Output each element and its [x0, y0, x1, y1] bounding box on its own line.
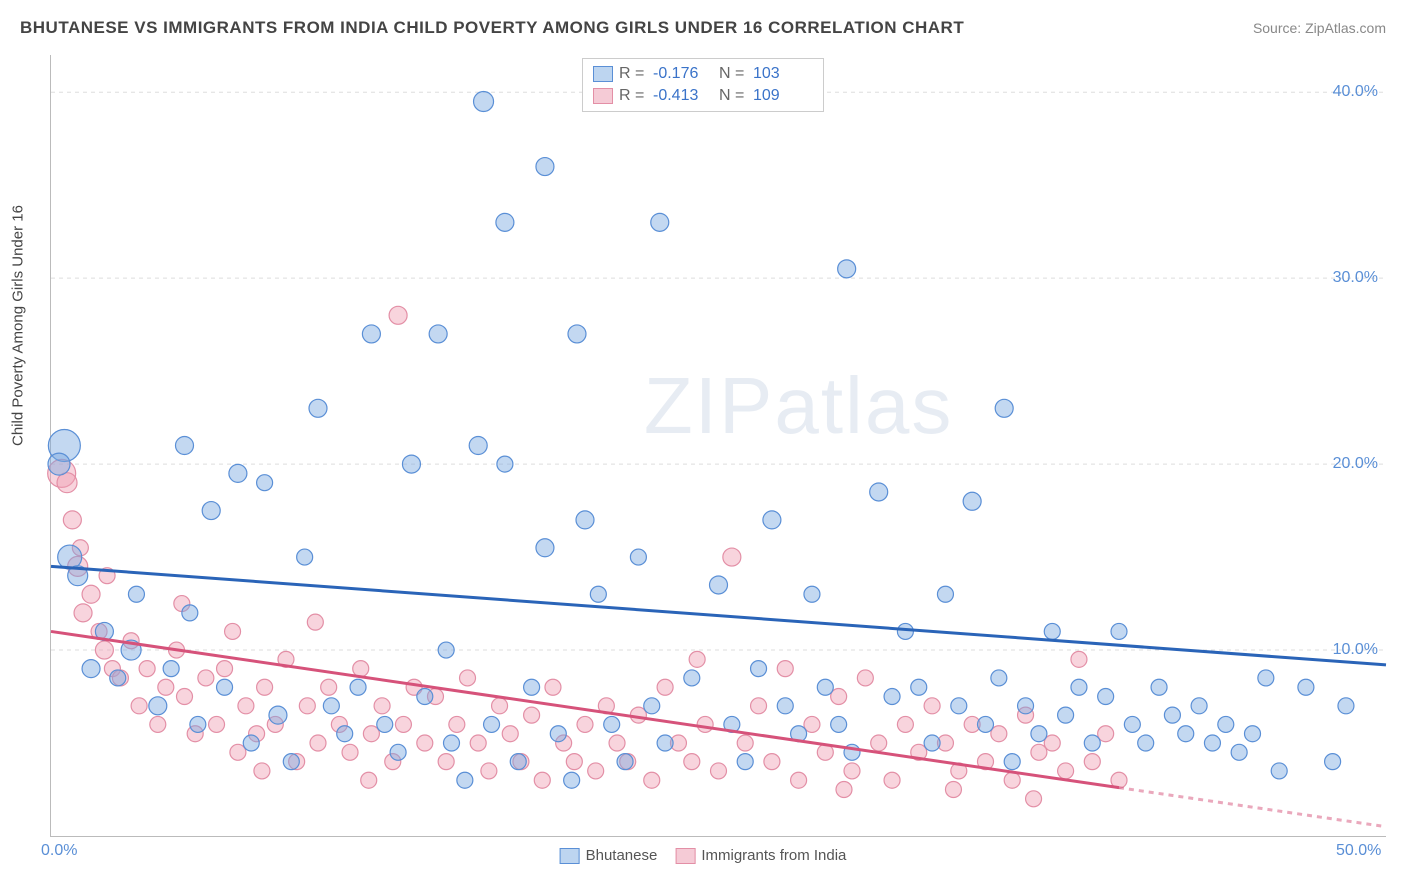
legend-item-a: Bhutanese — [560, 847, 658, 864]
y-tick-label: 10.0% — [1333, 641, 1378, 659]
y-axis-title: Child Poverty Among Girls Under 16 — [10, 205, 27, 446]
y-tick-label: 30.0% — [1333, 269, 1378, 287]
chart-title: BHUTANESE VS IMMIGRANTS FROM INDIA CHILD… — [20, 18, 964, 38]
swatch-a — [593, 66, 613, 82]
legend-item-b: Immigrants from India — [675, 847, 846, 864]
r-label-a: R = — [619, 65, 647, 83]
n-value-b: 109 — [753, 87, 813, 105]
legend-label-a: Bhutanese — [586, 847, 658, 864]
legend-row-a: R = -0.176 N = 103 — [593, 63, 813, 85]
n-value-a: 103 — [753, 65, 813, 83]
legend-label-b: Immigrants from India — [701, 847, 846, 864]
legend-swatch-a — [560, 848, 580, 864]
title-bar: BHUTANESE VS IMMIGRANTS FROM INDIA CHILD… — [20, 18, 1386, 38]
correlation-legend: R = -0.176 N = 103 R = -0.413 N = 109 — [582, 58, 824, 112]
source-attribution: Source: ZipAtlas.com — [1253, 20, 1386, 36]
r-value-a: -0.176 — [653, 65, 713, 83]
x-tick-label: 50.0% — [1336, 842, 1381, 860]
n-label-b: N = — [719, 87, 747, 105]
legend-swatch-b — [675, 848, 695, 864]
y-tick-label: 20.0% — [1333, 455, 1378, 473]
y-tick-label: 40.0% — [1333, 83, 1378, 101]
n-label-a: N = — [719, 65, 747, 83]
scatter-plot-svg — [51, 55, 1386, 836]
x-tick-label: 0.0% — [41, 842, 77, 860]
r-value-b: -0.413 — [653, 87, 713, 105]
plot-area: ZIPatlas 10.0%20.0%30.0%40.0%0.0%50.0% — [50, 55, 1386, 837]
series-legend: Bhutanese Immigrants from India — [560, 847, 847, 864]
swatch-b — [593, 88, 613, 104]
r-label-b: R = — [619, 87, 647, 105]
legend-row-b: R = -0.413 N = 109 — [593, 85, 813, 107]
chart-container: BHUTANESE VS IMMIGRANTS FROM INDIA CHILD… — [0, 0, 1406, 892]
